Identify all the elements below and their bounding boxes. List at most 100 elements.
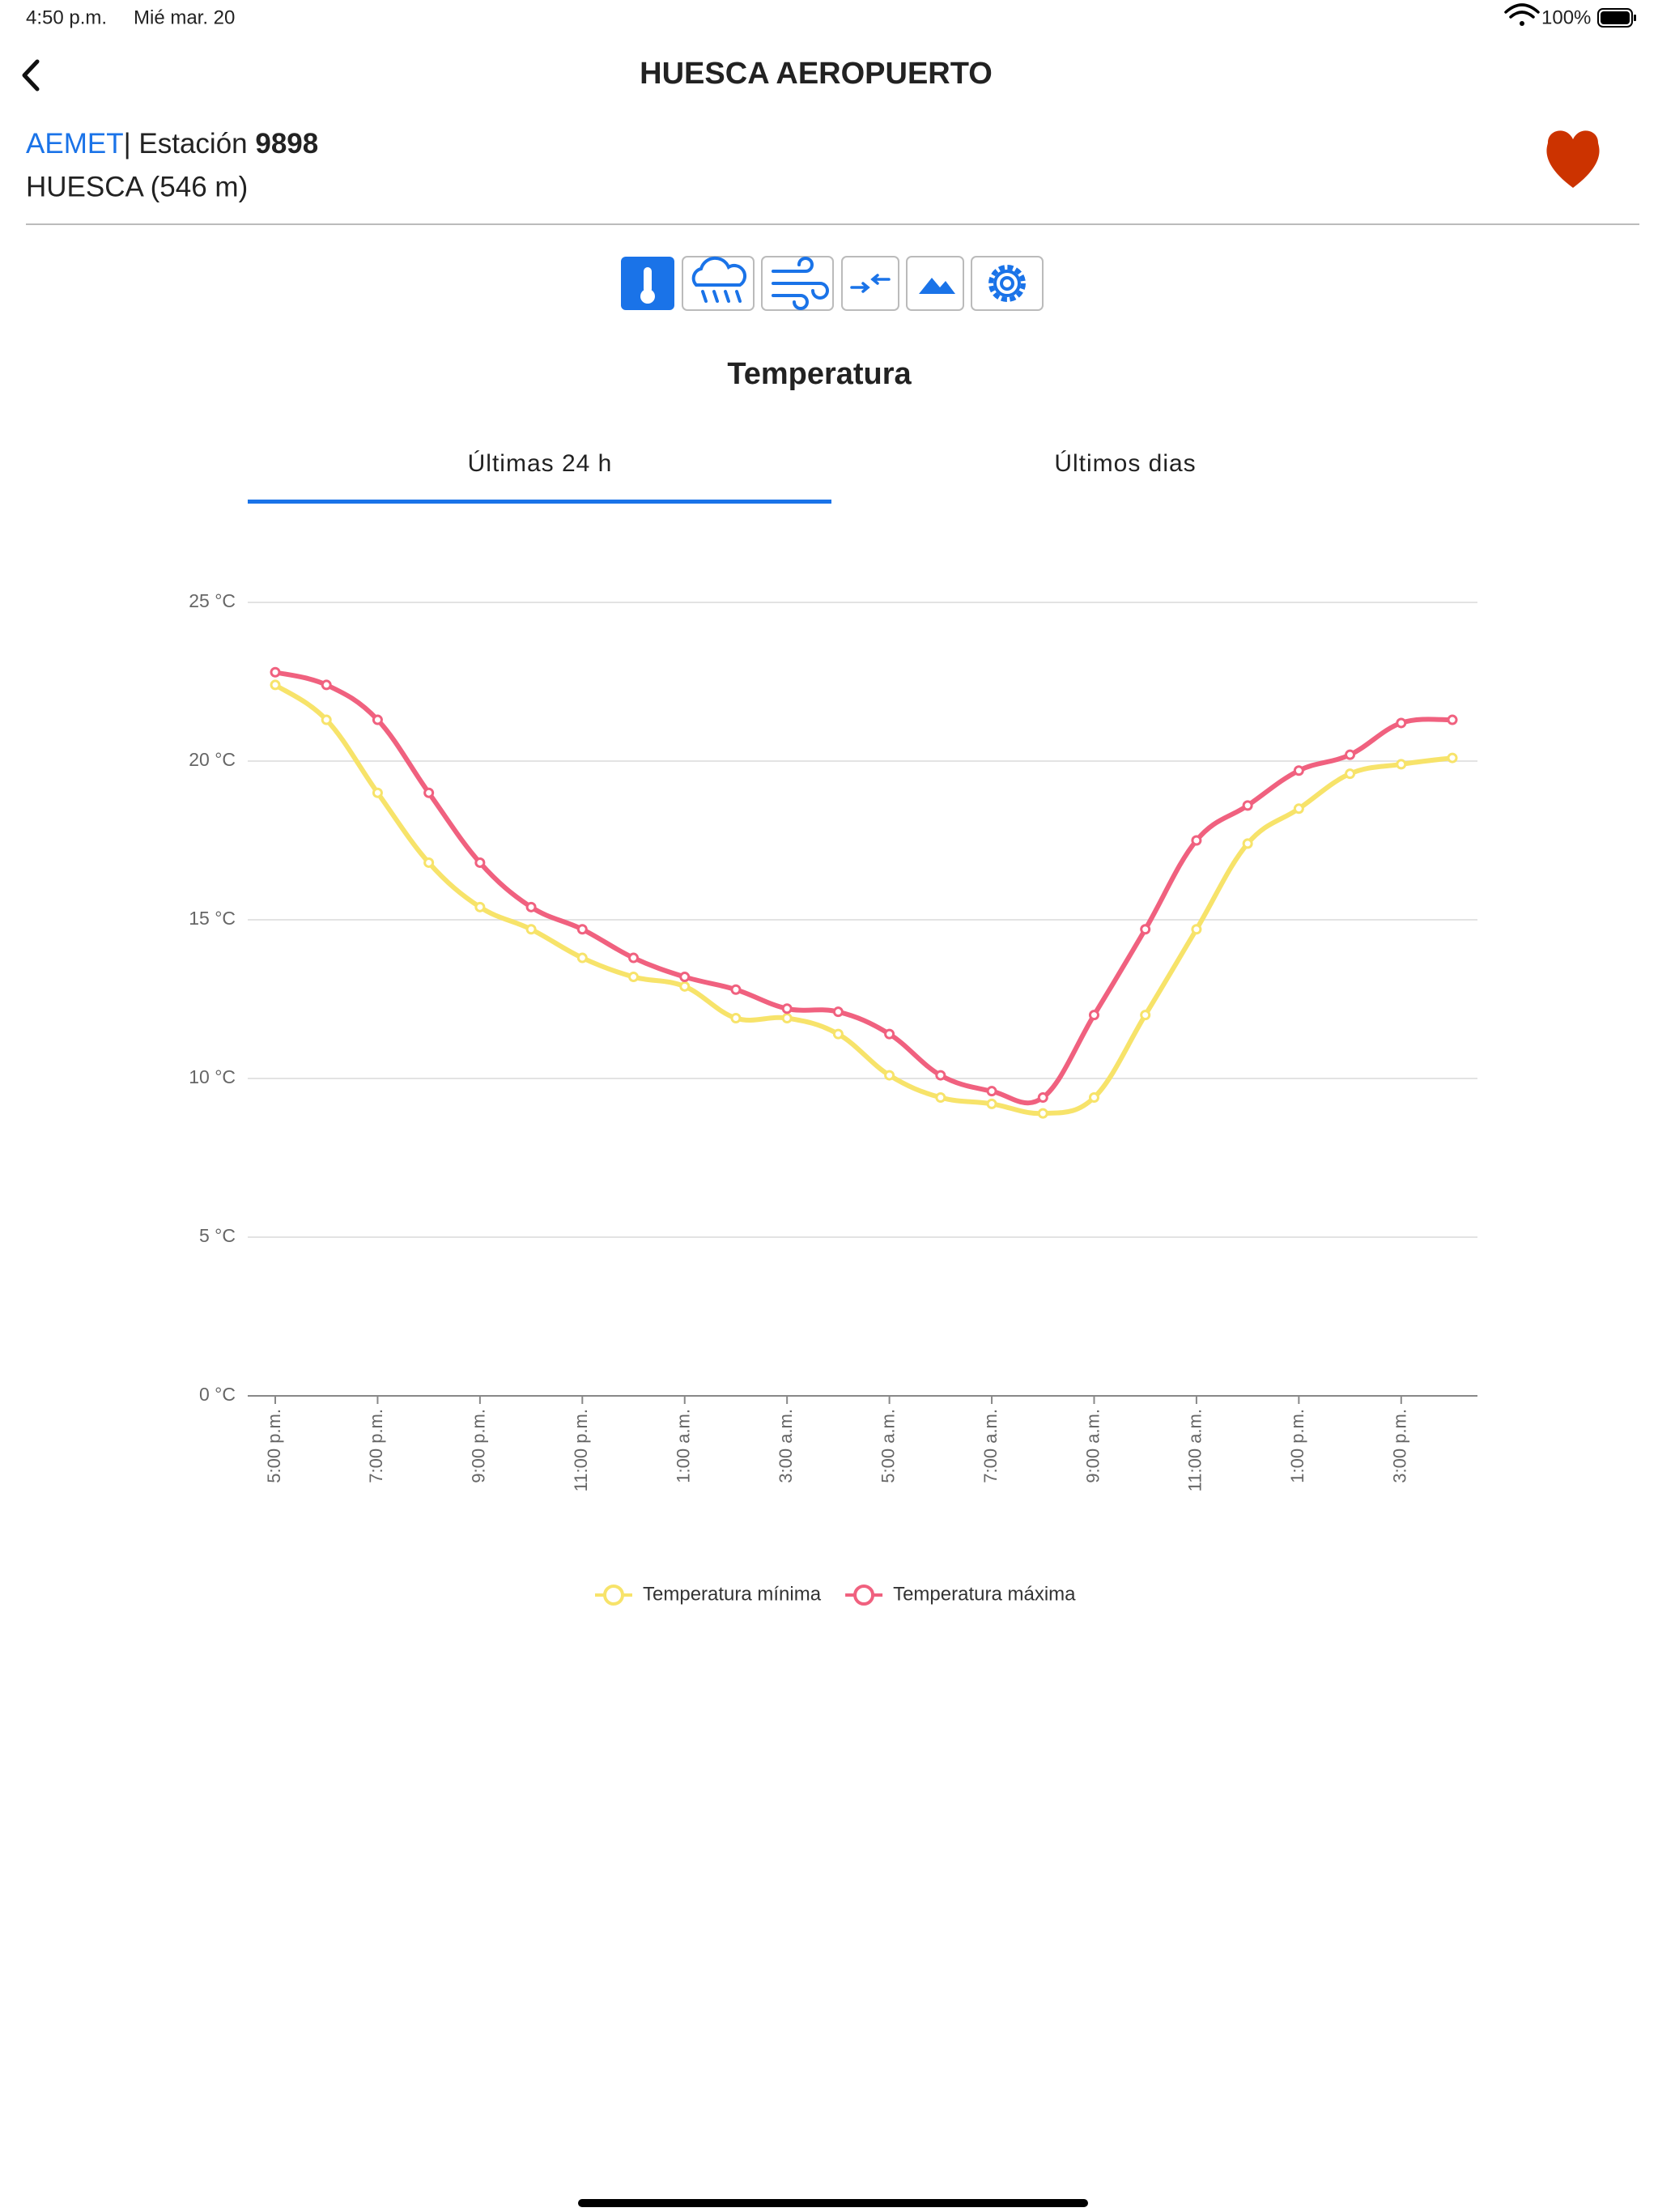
data-point — [1140, 924, 1151, 935]
x-tick-label: 1:00 p.m. — [1287, 1409, 1307, 1483]
data-point — [832, 1028, 844, 1040]
legend-label: Temperatura mínima — [643, 1583, 822, 1605]
legend-label: Temperatura máxima — [893, 1583, 1076, 1605]
data-point — [628, 972, 640, 983]
data-point — [1293, 803, 1304, 815]
data-point — [321, 679, 332, 691]
page-title: HUESCA AEROPUERTO — [640, 57, 993, 91]
data-point — [1191, 835, 1202, 846]
tab[interactable]: Últimos dias — [1054, 450, 1196, 477]
status-time: 4:50 p.m. — [26, 6, 107, 28]
y-tick-label: 5 °C — [199, 1225, 236, 1246]
data-point — [781, 1013, 793, 1024]
station-number: 9898 — [255, 128, 318, 160]
x-tick-label: 3:00 p.m. — [1390, 1409, 1410, 1483]
favorite-button[interactable] — [1546, 130, 1600, 188]
tab[interactable]: Últimas 24 h — [468, 450, 613, 477]
data-point — [525, 901, 537, 912]
pressure-tab-icon[interactable] — [841, 256, 899, 311]
home-indicator — [578, 2199, 1088, 2207]
altitude-tab-icon[interactable] — [906, 256, 964, 311]
data-point — [935, 1092, 946, 1104]
data-point — [884, 1028, 895, 1040]
wifi-icon — [1504, 3, 1540, 26]
x-tick-label: 11:00 p.m. — [571, 1409, 591, 1491]
data-point — [1088, 1010, 1099, 1021]
data-point — [474, 901, 486, 912]
data-point — [1037, 1108, 1048, 1119]
data-point — [628, 952, 640, 963]
data-point — [1447, 714, 1458, 725]
data-point — [1037, 1092, 1048, 1104]
y-tick-label: 15 °C — [189, 908, 236, 929]
data-point — [321, 714, 332, 725]
y-tick-label: 20 °C — [189, 749, 236, 770]
data-point — [1242, 838, 1253, 849]
data-point — [525, 924, 537, 935]
legend-swatch — [603, 1585, 624, 1606]
data-point — [679, 972, 691, 983]
x-tick-label: 11:00 a.m. — [1185, 1409, 1205, 1491]
section-title: Temperatura — [727, 357, 912, 391]
legend-swatch — [853, 1585, 875, 1606]
data-point — [884, 1070, 895, 1081]
data-point — [372, 787, 383, 798]
chart: 0 °C 5 °C 10 °C 15 °C 20 °C 25 °C 5:00 p.m. 7:0… — [189, 590, 1477, 1606]
data-point — [1191, 924, 1202, 935]
x-tick-label: 1:00 a.m. — [674, 1409, 694, 1483]
x-tick-label: 9:00 p.m. — [469, 1409, 489, 1483]
data-point — [576, 924, 588, 935]
battery-icon — [1597, 8, 1636, 28]
temperature-tab-icon[interactable] — [621, 257, 674, 310]
data-point — [270, 666, 281, 678]
y-tick-label: 0 °C — [199, 1384, 236, 1405]
source-link[interactable]: AEMET — [26, 128, 124, 160]
data-point — [423, 857, 435, 868]
battery-percent: 100% — [1541, 6, 1591, 28]
back-button[interactable] — [22, 59, 40, 91]
rain-tab-icon[interactable] — [682, 256, 755, 311]
data-point — [1140, 1010, 1151, 1021]
data-point — [1293, 765, 1304, 776]
data-point — [1396, 717, 1407, 729]
data-point — [679, 981, 691, 992]
station-label: | Estación — [124, 128, 256, 160]
x-tick-label: 7:00 a.m. — [980, 1409, 1001, 1483]
x-tick-label: 7:00 p.m. — [366, 1409, 386, 1483]
data-point — [1345, 768, 1356, 780]
data-point — [372, 714, 383, 725]
legend-item: Temperatura mínima — [595, 1583, 822, 1606]
x-tick-label: 5:00 a.m. — [878, 1409, 898, 1483]
wind-tab-icon[interactable] — [761, 256, 834, 311]
data-point — [1447, 752, 1458, 764]
data-point — [576, 952, 588, 963]
data-point — [474, 857, 486, 868]
data-point — [986, 1086, 997, 1097]
data-point — [730, 984, 742, 995]
data-point — [730, 1013, 742, 1024]
status-date: Mié mar. 20 — [134, 6, 235, 28]
data-point — [986, 1098, 997, 1109]
data-point — [270, 679, 281, 691]
data-point — [935, 1070, 946, 1081]
data-point — [1242, 800, 1253, 811]
station-location: HUESCA (546 m) — [26, 171, 248, 202]
settings-tab-icon[interactable] — [971, 256, 1044, 311]
legend-item: Temperatura máxima — [845, 1583, 1076, 1606]
x-tick-label: 9:00 a.m. — [1082, 1409, 1103, 1483]
y-tick-label: 10 °C — [189, 1066, 236, 1087]
data-point — [781, 1003, 793, 1015]
toolbar — [621, 256, 1044, 311]
y-tick-label: 25 °C — [189, 590, 236, 611]
data-point — [832, 1006, 844, 1018]
series-line — [274, 683, 1453, 1117]
tab-indicator — [248, 500, 831, 504]
data-point — [1088, 1092, 1099, 1104]
data-point — [1345, 749, 1356, 760]
x-tick-label: 5:00 p.m. — [264, 1409, 284, 1483]
data-point — [1396, 759, 1407, 770]
station-line: AEMET| Estación 9898 — [26, 128, 318, 160]
data-point — [423, 787, 435, 798]
